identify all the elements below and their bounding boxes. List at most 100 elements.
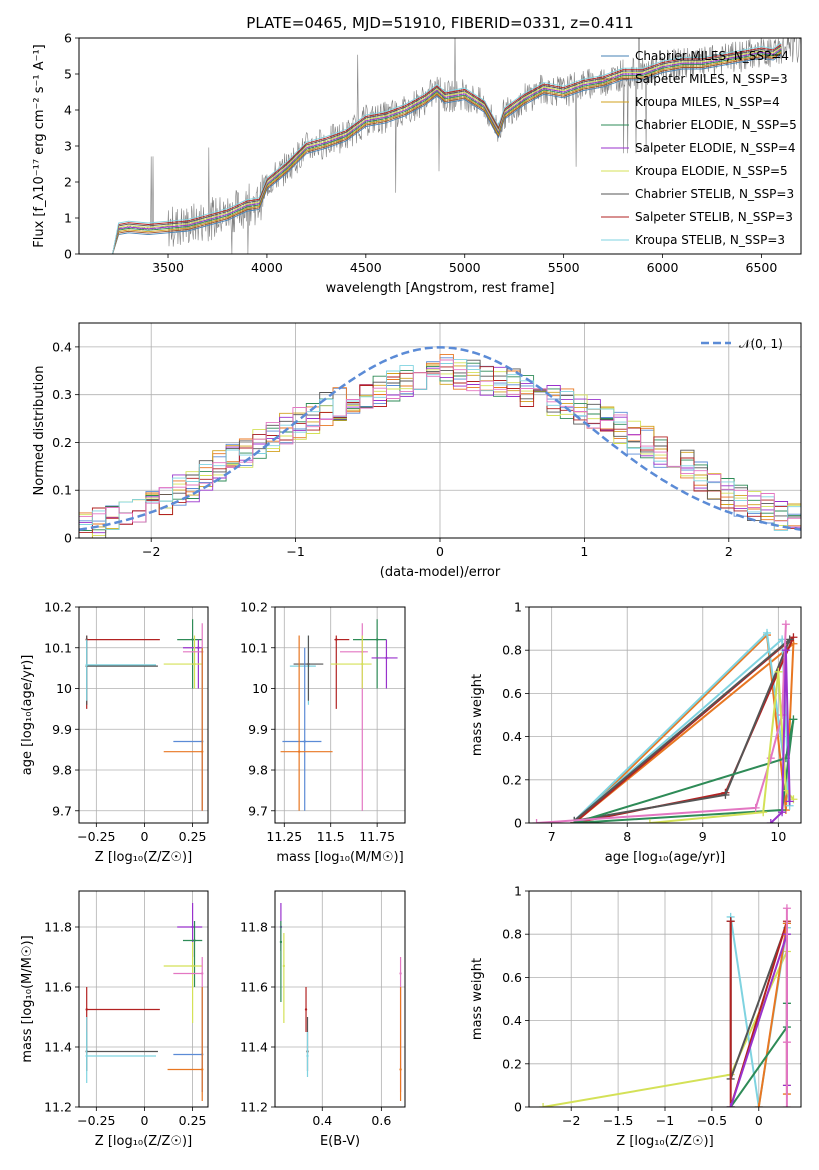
x-tick-label: 10 [770,829,786,844]
series-marker [763,628,771,637]
series-marker [785,635,794,644]
x-axis-label: E(B-V) [320,1134,360,1149]
series-marker [759,808,768,817]
y-tick-label: 9.7 [248,803,268,818]
data-point [385,656,388,660]
y-tick-label: 10.2 [240,600,268,615]
data-point [306,1054,309,1058]
plot-area [85,903,204,1101]
panel-age_vs_Z: −0.25 0 0.25 9.7 9.8 9.9 10 10.1 10.2 Z [log₁₀(Z/… [20,600,209,865]
axes-frame [274,606,406,824]
x-tick-label: 0.4 [312,1113,332,1128]
y-tick-label: 2 [64,175,72,190]
data-point [399,972,402,975]
data-point [201,972,204,975]
series-marker [532,819,541,823]
x-axis-label: age [log₁₀(age/yr)] [605,850,726,865]
x-tick-label: −0.5 [697,1113,727,1128]
y-tick-label: 3 [64,139,72,154]
series-line-7 [770,650,791,823]
y-tick-label: 11.8 [240,920,268,935]
y-tick-label: 4 [64,103,72,118]
model-line-4 [112,48,782,254]
legend-entry: Chabrier STELIB, N_SSP=3 [635,187,794,201]
y-tick-label: 0.3 [52,387,72,402]
series-marker [726,917,735,926]
series-marker [726,1103,735,1107]
plot-area [112,38,801,254]
axes-frame [528,890,802,1108]
x-tick-label: 5000 [449,260,481,275]
y-tick-label: 1 [514,600,522,615]
panel-spectrum: 3500 4000 4500 5000 5500 6000 6500 0 1 2 3 4 5 6 wavel… [32,31,802,296]
series-line-3 [573,638,791,822]
legend-entry: Kroupa ELODIE, N_SSP=5 [635,164,788,178]
data-point [191,638,194,641]
y-tick-label: 0.2 [502,1056,522,1071]
plot-area [79,346,801,538]
model-line-6 [112,45,782,254]
data-point [335,638,338,641]
x-tick-label: 0.25 [179,829,207,844]
y-tick-label: 0 [514,1100,522,1115]
plot-area [279,903,402,1101]
model-line-2 [112,51,782,254]
y-tick-label: 0 [64,247,72,262]
series-marker [778,808,787,817]
series-line-4 [574,719,795,823]
x-tick-label: 6000 [647,260,679,275]
plot-area [85,619,204,811]
panel-mass_weight_vs_Z: −2 −1.5 −1 −0.5 0 0 0.2 0.4 0.6 0.8 1 Z [log₁₀(Z/Z☉… [470,884,802,1149]
model-line-5 [112,47,782,254]
legend-entry: Kroupa MILES, N_SSP=4 [635,95,780,109]
y-tick-label: 0.4 [502,729,522,744]
x-tick-label: −0.25 [77,1113,115,1128]
x-tick-label: 6500 [746,260,778,275]
x-tick-label: 0.25 [179,1113,207,1128]
y-axis-label: Flux [f_λ10⁻¹⁷ erg cm⁻² s⁻¹ A⁻¹] [32,44,47,248]
series-marker [781,620,790,629]
series-marker [782,904,791,913]
data-point [191,925,194,929]
series-marker [721,790,730,799]
legend: 𝒩(0, 1) [701,337,783,351]
y-tick-label: 5 [64,67,72,82]
series-marker [782,1103,791,1107]
data-point [375,638,379,641]
data-point [193,662,196,666]
panel-age_vs_mass: 11.25 11.5 11.75 9.7 9.8 9.9 10 10.1 10.2 mass [l… [240,600,406,865]
y-tick-label: 11.2 [240,1100,268,1115]
y-axis-label: Normed distribution [32,366,47,496]
data-point [304,1008,308,1011]
x-axis-label: Z [log₁₀(Z/Z☉)] [616,1134,713,1149]
series-marker [774,667,783,676]
x-tick-label: 3500 [152,260,184,275]
data-point [361,662,364,666]
y-tick-label: 9.9 [52,722,72,737]
x-tick-label: −2 [142,544,160,559]
y-tick-label: 9.8 [248,763,268,778]
y-axis-label: mass weight [470,674,485,756]
panel-mass_vs_Z: −0.25 0 0.25 11.2 11.4 11.6 11.8 Z [log₁₀(Z/Z☉)… [20,890,209,1149]
data-point [85,1008,88,1011]
legend: Chabrier MILES, N_SSP=4 Salpeter MILES, N… [601,49,797,247]
panel-mass_weight_vs_age: 7 8 9 10 0 0.2 0.4 0.6 0.8 1 age [log₁₀(age/yr)] ma… [470,600,802,865]
y-tick-label: 0.2 [52,435,72,450]
y-axis-label: age [log₁₀(age/yr)] [20,655,35,776]
data-point [307,662,310,666]
series-marker [645,819,654,823]
x-axis-label: (data-model)/error [380,565,501,580]
histogram-series-9 [79,359,801,523]
x-tick-label: −1 [656,1113,674,1128]
y-tick-label: 10.1 [240,640,268,655]
figure-title: PLATE=0465, MJD=51910, FIBERID=0331, z=0… [246,14,633,32]
y-tick-label: 9.7 [52,803,72,818]
legend-entry: Chabrier ELODIE, N_SSP=5 [635,118,797,132]
y-tick-label: 0.4 [502,1013,522,1028]
data-point [193,939,196,942]
x-axis-label: Z [log₁₀(Z/Z☉)] [95,1134,192,1149]
x-tick-label: 0 [755,1113,763,1128]
data-point [201,750,204,753]
y-tick-label: 10 [252,681,268,696]
